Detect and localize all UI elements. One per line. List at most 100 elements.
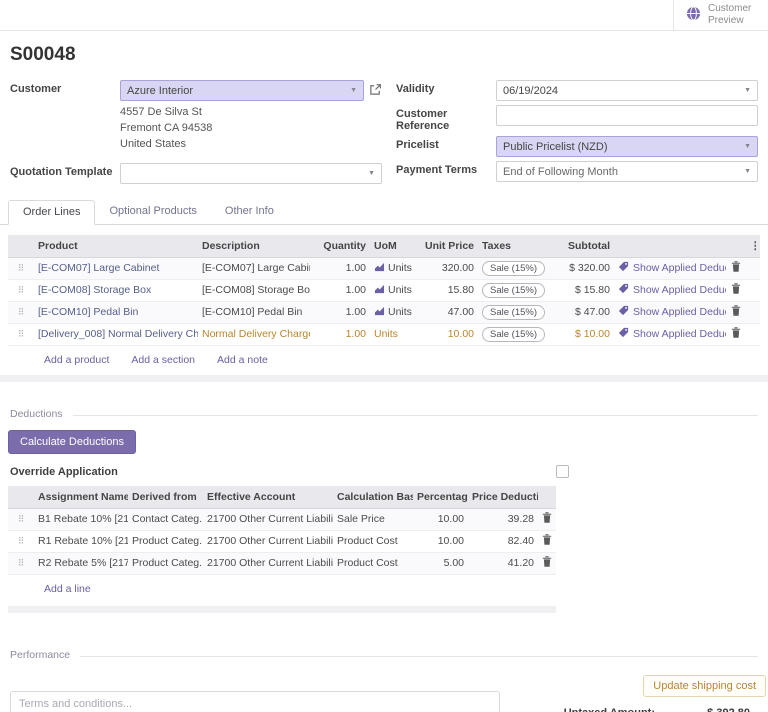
price-deduction-col-header[interactable]: Price Deducti... [472,490,538,503]
trash-icon[interactable] [538,512,556,526]
assignment-name-cell[interactable]: B1 Rebate 10% [21700] [38,513,128,526]
show-applied-deductions-link[interactable]: Show Applied Deductions [614,261,726,275]
derived-from-cell[interactable]: Contact Categ... [132,513,203,526]
assignment-name-cell[interactable]: R1 Rebate 10% [21700] [38,535,128,548]
calculation-basis-cell[interactable]: Product Cost [337,557,398,570]
percentage-cell[interactable]: 10.00 [437,535,464,548]
percentage-cell[interactable]: 10.00 [437,513,464,526]
tax-badge[interactable]: Sale (15%) [482,326,545,342]
uom-cell[interactable]: Units [370,284,415,297]
product-cell[interactable]: [E-COM10] Pedal Bin [34,306,198,318]
derived-from-col-header[interactable]: Derived from [132,490,197,503]
forecast-icon[interactable] [374,284,385,297]
drag-handle-icon[interactable]: ⠿ [17,306,25,317]
description-cell[interactable]: Normal Delivery Charges [202,328,310,341]
unit-price-cell[interactable]: 320.00 [441,262,474,275]
calculation-basis-cell[interactable]: Product Cost [337,535,398,548]
product-cell[interactable]: [E-COM07] Large Cabinet [34,262,198,274]
tab-order-lines[interactable]: Order Lines [8,199,96,225]
price-deduction-cell[interactable]: 41.20 [507,557,534,570]
quantity-col-header[interactable]: Quantity [323,239,366,252]
calculation-basis-col-header[interactable]: Calculation Basis [337,490,413,503]
product-col-header[interactable]: Product [38,239,78,252]
uom-col-header[interactable]: UoM [374,239,397,252]
update-shipping-cost-button[interactable]: Update shipping cost [643,674,766,697]
calculation-basis-cell[interactable]: Sale Price [337,513,385,526]
pricelist-field[interactable]: Public Pricelist (NZD) ▼ [496,136,758,157]
product-link[interactable]: [Delivery_008] Normal Delivery Charges [38,328,198,341]
drag-handle-icon[interactable]: ⠿ [17,535,25,546]
terms-and-conditions-input[interactable] [10,690,500,712]
tax-badge[interactable]: Sale (15%) [482,304,545,320]
add-a-line-link[interactable]: Add a line [44,582,91,595]
effective-account-cell[interactable]: 21700 Other Current Liabiliti... [207,535,333,548]
tax-badge[interactable]: Sale (15%) [482,282,545,298]
uom-cell[interactable]: Units [370,262,415,275]
tax-badge[interactable]: Sale (15%) [482,260,545,276]
quantity-cell[interactable]: 1.00 [345,262,366,275]
taxes-cell[interactable]: Sale (15%) [478,260,560,276]
taxes-col-header[interactable]: Taxes [482,239,511,252]
product-cell[interactable]: [E-COM08] Storage Box [34,284,198,296]
trash-icon[interactable] [726,261,746,275]
trash-icon[interactable] [538,534,556,548]
customer-reference-field[interactable] [496,105,758,126]
quantity-cell[interactable]: 1.00 [345,306,366,319]
customer-preview-button[interactable]: Customer Preview [673,0,768,30]
drag-handle-icon[interactable]: ⠿ [17,513,25,524]
trash-icon[interactable] [726,305,746,319]
tab-optional-products[interactable]: Optional Products [109,204,197,217]
show-applied-deductions-link[interactable]: Show Applied Deductions [614,327,726,341]
uom-cell[interactable]: Units [370,306,415,319]
validity-field[interactable]: 06/19/2024 ▼ [496,80,758,101]
quantity-cell[interactable]: 1.00 [345,328,366,341]
taxes-cell[interactable]: Sale (15%) [478,304,560,320]
add-a-section-link[interactable]: Add a section [131,353,196,366]
customer-field[interactable]: Azure Interior ▼ [120,80,364,101]
assignment-name-cell[interactable]: R2 Rebate 5% [21700] [38,557,128,570]
quantity-cell[interactable]: 1.00 [345,284,366,297]
product-link[interactable]: [E-COM07] Large Cabinet [38,262,160,275]
price-deduction-cell[interactable]: 82.40 [507,535,534,548]
assignment-name-col-header[interactable]: Assignment Name [38,490,128,503]
calculate-deductions-button[interactable]: Calculate Deductions [8,429,136,454]
show-applied-deductions-link[interactable]: Show Applied Deductions [614,283,726,297]
override-application-checkbox[interactable] [556,464,569,478]
unit-price-cell[interactable]: 10.00 [447,328,474,341]
trash-icon[interactable] [726,327,746,341]
description-cell[interactable]: [E-COM10] Pedal Bin [202,306,303,319]
unit-price-cell[interactable]: 47.00 [447,306,474,319]
drag-handle-icon[interactable]: ⠿ [17,557,25,568]
description-col-header[interactable]: Description [202,239,260,252]
optional-columns-icon[interactable]: ⋮ [750,239,760,252]
taxes-cell[interactable]: Sale (15%) [478,326,560,342]
trash-icon[interactable] [726,283,746,297]
effective-account-cell[interactable]: 21700 Other Current Liabiliti... [207,513,333,526]
effective-account-col-header[interactable]: Effective Account [207,490,296,503]
show-applied-deductions-link[interactable]: Show Applied Deductions [614,305,726,319]
drag-handle-icon[interactable]: ⠿ [17,284,25,295]
percentage-col-header[interactable]: Percentage [417,490,468,503]
percentage-cell[interactable]: 5.00 [443,557,464,570]
price-deduction-cell[interactable]: 39.28 [507,513,534,526]
description-cell[interactable]: [E-COM07] Large Cabinet [202,262,310,275]
taxes-cell[interactable]: Sale (15%) [478,282,560,298]
payment-terms-field[interactable]: End of Following Month ▼ [496,161,758,182]
tab-other-info[interactable]: Other Info [224,204,274,217]
forecast-icon[interactable] [374,306,385,319]
add-a-product-link[interactable]: Add a product [44,353,110,366]
product-link[interactable]: [E-COM08] Storage Box [38,284,152,297]
horizontal-scrollbar[interactable] [8,605,556,613]
trash-icon[interactable] [538,556,556,570]
unit-price-col-header[interactable]: Unit Price [424,239,474,252]
derived-from-cell[interactable]: Product Categ... [132,535,203,548]
unit-price-cell[interactable]: 15.80 [447,284,474,297]
forecast-icon[interactable] [374,262,385,275]
description-cell[interactable]: [E-COM08] Storage Box [202,284,310,297]
product-link[interactable]: [E-COM10] Pedal Bin [38,306,139,319]
quotation-template-field[interactable]: ▼ [120,162,382,184]
drag-handle-icon[interactable]: ⠿ [17,328,25,339]
uom-cell[interactable]: Units [370,328,415,340]
external-link-icon[interactable] [369,80,382,99]
subtotal-col-header[interactable]: Subtotal [568,239,610,252]
